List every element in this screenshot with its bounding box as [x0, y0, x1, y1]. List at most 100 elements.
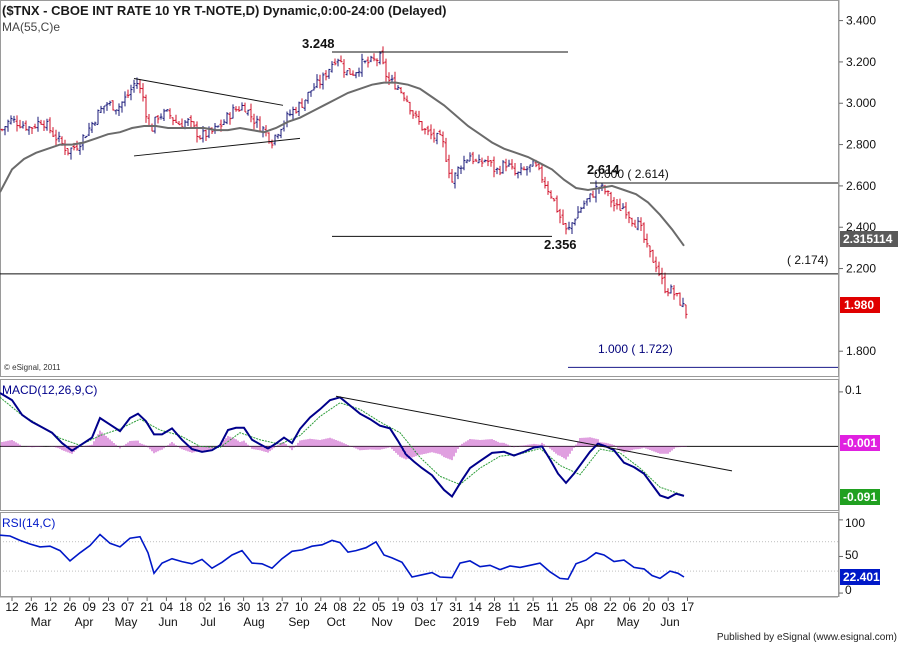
triangle-upper-line	[133, 77, 284, 106]
x-day-label: 09	[83, 600, 97, 614]
x-day-label: 22	[604, 600, 618, 614]
x-month-label: May	[115, 615, 138, 629]
triangle-lower-line	[133, 137, 301, 157]
x-month-label: Nov	[371, 615, 392, 629]
ma-legend: MA(55,C)e	[2, 20, 60, 34]
footer-text: Published by eSignal (www.esignal.com)	[717, 632, 897, 643]
x-day-label: 24	[314, 600, 328, 614]
x-day-label: 08	[584, 600, 598, 614]
x-day-label: 19	[391, 600, 405, 614]
rsi-layer	[0, 519, 843, 594]
x-day-label: 16	[218, 600, 232, 614]
x-month-label: May	[617, 615, 640, 629]
macd-trendline	[335, 395, 733, 472]
x-day-label: 13	[256, 600, 270, 614]
x-day-label: 04	[160, 600, 174, 614]
price-drawings	[0, 51, 838, 368]
x-day-label: 28	[488, 600, 502, 614]
x-month-label: 2019	[453, 615, 480, 629]
x-day-label: 02	[198, 600, 212, 614]
macd-legend: MACD(12,26,9,C)	[2, 383, 97, 397]
x-month-label: Aug	[243, 615, 264, 629]
rsi-tick-50: 50	[845, 548, 859, 562]
x-day-label: 08	[333, 600, 347, 614]
x-month-label: Jun	[158, 615, 177, 629]
x-day-label: 12	[44, 600, 58, 614]
x-day-label: 14	[469, 600, 483, 614]
price-tick-label: 2.400	[846, 220, 876, 234]
last-price-text: 1.980	[844, 298, 874, 312]
x-month-label: Feb	[496, 615, 517, 629]
x-day-label: 22	[353, 600, 367, 614]
price-tick-label: 1.800	[846, 344, 876, 358]
price-axis: 3.400 3.200 3.000 2.800 2.600 2.400 2.200 1.800	[839, 14, 876, 358]
x-month-label: Jul	[200, 615, 215, 629]
x-day-label: 18	[179, 600, 193, 614]
x-month-label: Sep	[288, 615, 310, 629]
price-tick-label: 3.200	[846, 55, 876, 69]
hist-value-tag	[840, 435, 880, 451]
x-day-label: 11	[508, 600, 521, 614]
macd-line	[0, 392, 685, 500]
x-day-label: 25	[565, 600, 579, 614]
macd-signal-line	[0, 396, 685, 496]
x-day-label: 31	[449, 600, 463, 614]
x-day-label: 25	[526, 600, 540, 614]
x-month-label: Jun	[660, 615, 679, 629]
x-month-label: Apr	[576, 615, 595, 629]
copyright-text: © eSignal, 2011	[4, 363, 61, 372]
macd-value-text: -0.091	[843, 490, 877, 504]
last-price-tag	[840, 297, 880, 313]
rsi-value-tag	[840, 569, 880, 585]
chart-title: ($TNX - CBOE INT RATE 10 YR T-NOTE,D) Dy…	[2, 3, 447, 18]
x-day-label: 10	[295, 600, 309, 614]
x-month-label: Mar	[31, 615, 52, 629]
x-day-label: 03	[411, 600, 425, 614]
fib-0-label: 0.000 ( 2.614)	[594, 167, 669, 181]
rsi-value-text: 22.401	[843, 570, 880, 584]
swing-high-label: 2.614	[587, 162, 620, 177]
price-tick-label: 3.000	[846, 96, 876, 110]
ma-value-text: 2.315114	[843, 232, 893, 246]
price-tick-label: 2.600	[846, 179, 876, 193]
x-day-label: 23	[102, 600, 116, 614]
rsi-tick-0: 0	[845, 583, 852, 597]
x-month-label: Mar	[533, 615, 554, 629]
price-tick-label: 2.200	[846, 262, 876, 276]
x-day-label: 26	[63, 600, 77, 614]
x-month-label: Dec	[414, 615, 435, 629]
x-day-label: 12	[5, 600, 19, 614]
x-day-label: 27	[276, 600, 290, 614]
rsi-line	[0, 533, 685, 581]
peak-label: 3.248	[302, 36, 335, 51]
x-axis: 12 26 12 26 09 23 07 21 04 18 02 16 30 13 27 10 24 08 22 05…	[0, 596, 838, 629]
x-day-label: 17	[681, 600, 695, 614]
x-day-label: 17	[430, 600, 444, 614]
x-day-label: 20	[642, 600, 656, 614]
price-bars	[0, 46, 688, 319]
hist-value-text: -0.001	[843, 436, 877, 450]
ma-value-tag	[840, 231, 898, 247]
rsi-legend: RSI(14,C)	[2, 516, 55, 530]
rsi-tick-100: 100	[845, 516, 865, 530]
x-day-label: 21	[140, 600, 154, 614]
ma55-line	[0, 81, 685, 247]
x-month-label: Apr	[75, 615, 94, 629]
level-2174-label: ( 2.174)	[787, 253, 828, 267]
x-day-label: 03	[662, 600, 676, 614]
swing-low-label: 2.356	[544, 237, 577, 252]
x-month-label: Oct	[327, 615, 346, 629]
fib-1-label: 1.000 ( 1.722)	[598, 342, 673, 356]
x-day-label: 05	[372, 600, 386, 614]
x-day-label: 07	[121, 600, 135, 614]
price-panel-frame	[0, 0, 839, 377]
macd-value-tag	[840, 489, 880, 505]
x-day-label: 26	[25, 600, 39, 614]
rsi-panel-frame	[0, 512, 839, 597]
x-day-label: 06	[623, 600, 637, 614]
macd-tick-label: 0.1	[845, 383, 862, 397]
price-tick-label: 3.400	[846, 14, 876, 28]
macd-layer	[0, 391, 843, 500]
x-day-label: 11	[546, 600, 559, 614]
